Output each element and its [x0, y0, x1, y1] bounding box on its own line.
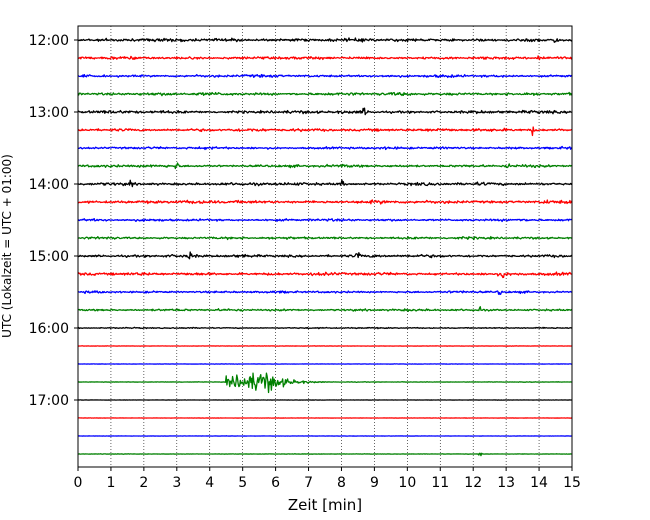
- trace-row-1230: [77, 73, 573, 79]
- trace-row-1515: [77, 271, 573, 279]
- x-axis-ticks: 0 1 2 3 4 5 6 7 8 9 10 11 12 13 14 15: [74, 467, 581, 491]
- y-axis-label: UTC (Lokalzeit = UTC + 01:00): [0, 154, 14, 338]
- y-tick-label: 12:00: [29, 33, 69, 49]
- x-tick-label: 4: [205, 475, 214, 491]
- x-tick-label: 10: [398, 475, 416, 491]
- x-tick-label: 3: [172, 475, 181, 491]
- y-tick-label: 15:00: [29, 249, 69, 265]
- trace-row-1245: [77, 91, 573, 97]
- trace-row-1415: [77, 199, 573, 205]
- x-tick-label: 5: [238, 475, 247, 491]
- x-tick-label: 0: [74, 475, 83, 491]
- y-axis-ticks: 12:00 13:00 14:00 15:00 16:00 17:00: [29, 33, 78, 409]
- trace-row-1615: [77, 345, 573, 347]
- trace-row-1430: [77, 218, 573, 223]
- trace-row-1530: [77, 290, 573, 296]
- x-tick-label: 7: [304, 475, 313, 491]
- x-tick-label: 1: [106, 475, 115, 491]
- trace-row-1300: [77, 107, 573, 116]
- x-axis-label: Zeit [min]: [288, 496, 362, 514]
- y-tick-label: 14:00: [29, 177, 69, 193]
- x-tick-label: 2: [139, 475, 148, 491]
- trace-row-1215: [77, 55, 573, 61]
- x-tick-label: 11: [431, 475, 449, 491]
- x-tick-label: 12: [464, 475, 482, 491]
- y-tick-label: 17:00: [29, 393, 69, 409]
- trace-row-1600: [77, 326, 573, 330]
- x-tick-label: 8: [337, 475, 346, 491]
- trace-row-1200: [77, 37, 573, 43]
- trace-row-1400: [77, 179, 573, 188]
- trace-row-1345: [77, 162, 573, 170]
- x-tick-label: 14: [530, 475, 548, 491]
- y-tick-label: 13:00: [29, 105, 69, 121]
- trace-row-1330: [77, 145, 573, 151]
- seismic-traces: [77, 37, 573, 457]
- x-tick-label: 9: [370, 475, 379, 491]
- trace-row-1445: [77, 235, 573, 241]
- trace-row-1645: [77, 372, 573, 394]
- plot-frame: [77, 25, 573, 468]
- trace-row-1500: [77, 251, 573, 260]
- x-tick-label: 13: [497, 475, 515, 491]
- x-tick-label: 6: [271, 475, 280, 491]
- trace-row-1315: [77, 126, 573, 137]
- trace-row-1545: [77, 306, 573, 312]
- trace-row-1745: [77, 452, 573, 457]
- y-tick-label: 16:00: [29, 321, 69, 337]
- trace-row-1630: [77, 363, 573, 365]
- x-tick-label: 15: [563, 475, 581, 491]
